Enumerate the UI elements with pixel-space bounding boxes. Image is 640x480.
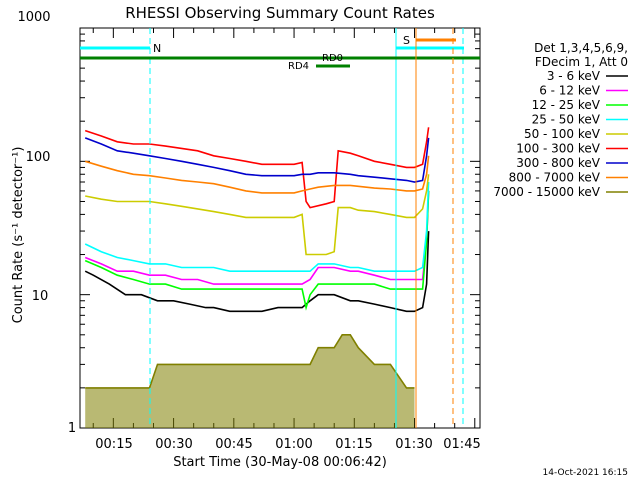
legend-label-4: 50 - 100 keV [524,127,601,141]
series-line-7 [84,155,430,194]
plot-area: N RD0 RD4 S [79,27,481,429]
x-tick-label-0130: 01:30 [395,437,432,452]
rd4-flag-label: RD4 [288,61,309,72]
legend-label-7: 800 - 7000 keV [509,171,601,185]
x-tick-label-0115: 01:15 [335,437,372,452]
series-line-3 [84,181,430,272]
y-tick-label-10: 10 [32,289,49,304]
legend-label-3: 25 - 50 keV [532,113,601,127]
legend-header-line2: FDecim 1, Att 0 [535,55,628,69]
series-line-2 [84,190,430,311]
series-line-0 [84,231,430,313]
x-axis-label: Start Time (30-May-08 00:06:42) [173,455,387,470]
y-tick-label-1000: 1000 [17,10,50,25]
y-tick-label-100: 100 [26,150,51,165]
legend-label-6: 300 - 800 keV [516,156,600,170]
x-tick-label-0100: 01:00 [275,437,312,452]
x-tick-label-0145: 01:45 [443,437,480,452]
night-flag-label: N [153,42,161,55]
rd0-flag-label: RD0 [322,53,343,64]
chart-title: RHESSI Observing Summary Count Rates [125,4,435,22]
series-line-6 [84,137,430,183]
legend-header-line1: Det 1,3,4,5,6,9, [534,41,628,55]
x-tick-label-0045: 00:45 [215,437,252,452]
series-line-4 [85,174,430,256]
y-tick-label-1: 1 [68,421,76,436]
legend-label-2: 12 - 25 keV [532,98,601,112]
series-line-1 [84,190,430,285]
x-tick-label-0030: 00:30 [155,437,192,452]
series-fill-high-energy [85,334,415,428]
legend-label-5: 100 - 300 keV [516,142,600,156]
legend-label-1: 6 - 12 keV [539,84,601,98]
x-tick-label-0015: 00:15 [95,437,132,452]
legend-label-8: 7000 - 15000 keV [493,185,600,199]
legend-label-0: 3 - 6 keV [547,69,601,83]
y-axis-label: Count Rate (s⁻¹ detector⁻¹) [11,147,26,324]
timestamp: 14-Oct-2021 16:15 [543,468,628,478]
saa-flag-label: S [403,34,410,47]
series-line-5 [84,127,430,209]
